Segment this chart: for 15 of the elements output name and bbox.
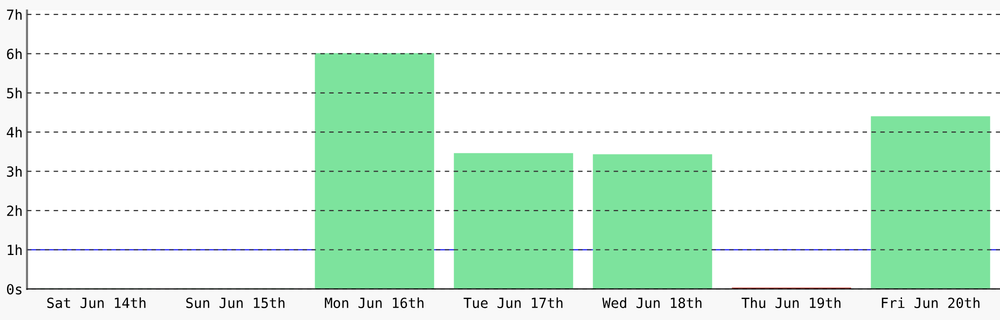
x-tick-label: Wed Jun 18th	[602, 297, 702, 308]
y-tick-label: 3h	[7, 166, 22, 177]
x-tick-label: Sat Jun 14th	[47, 297, 146, 308]
y-tick-label: 0s	[7, 284, 22, 294]
x-tick-label: Sun Jun 15th	[186, 297, 284, 308]
y-tick-label: 6h	[7, 48, 22, 60]
y-tick-label: 7h	[7, 9, 22, 20]
y-tick-label: 1h	[8, 244, 22, 256]
y-tick-label: 4h	[6, 126, 22, 138]
x-tick-label: Mon Jun 16th	[324, 297, 424, 308]
x-tick-label: Tue Jun 17th	[464, 297, 562, 308]
y-tick-label: 5h	[7, 88, 22, 98]
x-tick-label: Thu Jun 19th	[742, 297, 840, 308]
x-tick-label: Fri Jun 20th	[882, 297, 980, 308]
y-tick-label: 2h	[7, 205, 22, 216]
